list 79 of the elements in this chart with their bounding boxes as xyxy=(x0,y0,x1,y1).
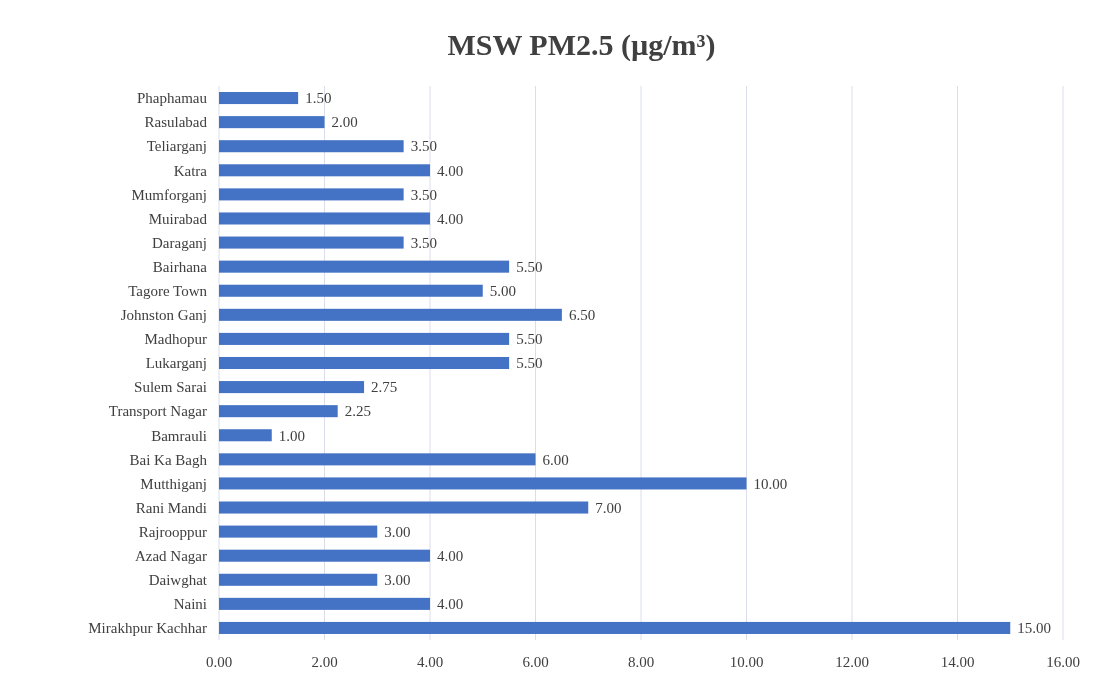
data-label: 2.25 xyxy=(344,403,371,420)
bar xyxy=(219,477,747,490)
y-tick-label: Rajrooppur xyxy=(138,523,207,540)
data-label: 2.00 xyxy=(331,114,358,131)
y-tick-label: Lukarganj xyxy=(145,355,207,372)
y-tick-label: Katra xyxy=(173,162,208,179)
y-tick-label: Daraganj xyxy=(152,234,207,251)
data-label: 3.50 xyxy=(410,234,437,251)
bar xyxy=(219,332,510,345)
bar xyxy=(219,356,510,370)
y-tick-label: Bamrauli xyxy=(151,427,207,444)
data-label: 3.50 xyxy=(410,138,437,155)
data-label: 7.00 xyxy=(595,499,622,516)
y-tick-label: Phaphamau xyxy=(137,90,208,107)
bar xyxy=(219,212,430,225)
data-label: 3.00 xyxy=(384,572,411,589)
data-label: 4.00 xyxy=(437,596,464,613)
data-label: 3.50 xyxy=(410,186,437,203)
data-label: 2.75 xyxy=(371,379,398,396)
y-tick-label: Daiwghat xyxy=(148,572,208,589)
y-tick-label: Mutthiganj xyxy=(140,475,207,492)
y-tick-label: Rasulabad xyxy=(144,114,208,131)
data-label: 1.00 xyxy=(278,427,305,444)
data-label: 4.00 xyxy=(437,547,464,564)
data-label: 6.00 xyxy=(542,451,569,468)
data-label: 5.00 xyxy=(489,282,516,299)
x-tick-label: 14.00 xyxy=(940,654,975,670)
data-label: 6.50 xyxy=(568,307,596,324)
data-label: 5.50 xyxy=(516,258,543,275)
y-tick-label: Bairhana xyxy=(152,258,208,275)
y-tick-label: Teliarganj xyxy=(146,138,207,155)
bar xyxy=(219,573,378,586)
y-tick-label: Johnston Ganj xyxy=(120,307,207,324)
data-label: 15.00 xyxy=(1017,620,1051,637)
y-tick-label: Azad Nagar xyxy=(134,547,207,564)
bar xyxy=(219,308,562,321)
x-tick-label: 16.00 xyxy=(1046,654,1080,670)
y-tick-label: Transport Nagar xyxy=(108,403,207,420)
y-tick-label: Sulem Sarai xyxy=(134,379,207,396)
bar xyxy=(219,236,404,249)
bar xyxy=(219,140,404,153)
y-tick-label: Rani Mandi xyxy=(135,499,207,516)
bar xyxy=(219,116,325,129)
y-tick-label: Naini xyxy=(173,596,207,613)
data-label: 3.00 xyxy=(384,523,411,540)
bar xyxy=(219,549,430,562)
bar xyxy=(219,525,378,538)
y-tick-label: Madhopur xyxy=(144,331,207,348)
x-tick-label: 12.00 xyxy=(835,654,869,670)
bar xyxy=(219,381,365,394)
y-tick-label: Tagore Town xyxy=(128,282,208,299)
bar xyxy=(219,284,483,297)
data-label: 4.00 xyxy=(437,162,464,179)
data-label: 5.50 xyxy=(516,331,543,348)
bar xyxy=(219,164,430,177)
y-tick-label: Mirakhpur Kachhar xyxy=(88,620,207,637)
data-label: 10.00 xyxy=(753,475,788,492)
y-tick-label: Muirabad xyxy=(148,210,208,227)
bar xyxy=(219,188,404,201)
bar xyxy=(219,92,299,105)
bar xyxy=(219,597,430,610)
bar xyxy=(219,429,272,442)
x-tick-label: 10.00 xyxy=(729,654,764,670)
x-tick-label: 8.00 xyxy=(627,654,655,670)
x-tick-label: 2.00 xyxy=(311,654,338,670)
y-tick-label: Bai Ka Bagh xyxy=(129,451,208,468)
bar xyxy=(219,453,536,466)
x-tick-label: 4.00 xyxy=(416,654,444,670)
bar xyxy=(219,501,589,514)
bar xyxy=(219,621,1011,634)
x-tick-label: 0.00 xyxy=(205,654,233,670)
chart-title: MSW PM2.5 (µg/m³) xyxy=(447,28,716,62)
bar xyxy=(219,405,338,418)
data-label: 1.50 xyxy=(305,90,332,107)
bar xyxy=(219,260,510,273)
y-tick-label: Mumforganj xyxy=(131,186,207,203)
x-tick-label: 6.00 xyxy=(522,654,549,670)
data-label: 5.50 xyxy=(516,355,543,372)
data-label: 4.00 xyxy=(437,210,464,227)
